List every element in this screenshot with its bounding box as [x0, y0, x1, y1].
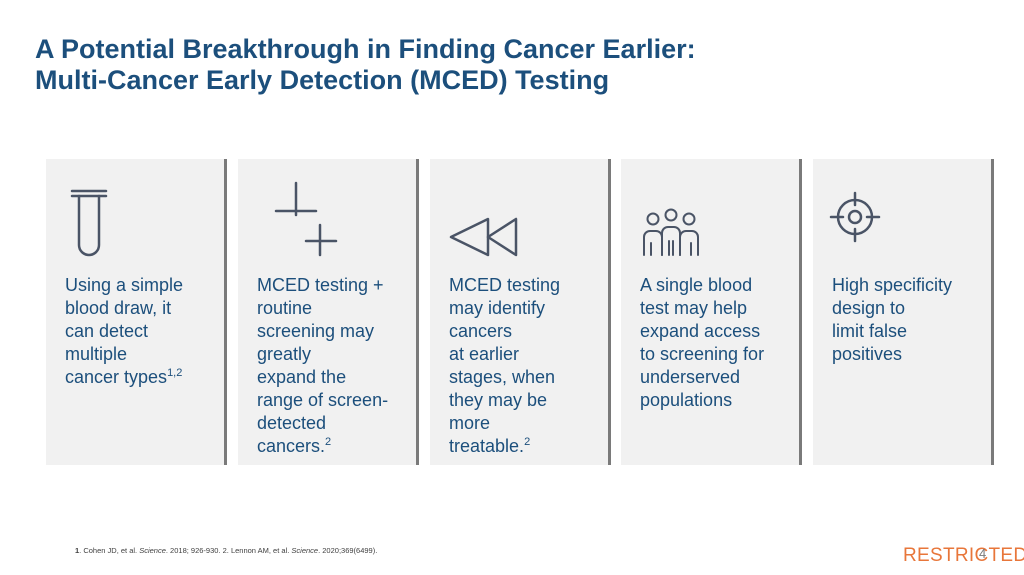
test-tube-icon [64, 175, 124, 257]
card-text: A single blood test may help expand acce… [640, 274, 790, 412]
title-line-1: A Potential Breakthrough in Finding Canc… [35, 34, 696, 64]
card-blood-draw: Using a simple blood draw, it can detect… [46, 159, 227, 465]
card-text: Using a simple blood draw, it can detect… [65, 274, 215, 389]
card-text: MCED testing + routine screening may gre… [257, 274, 407, 458]
card-expand-access: A single blood test may help expand acce… [621, 159, 802, 465]
card-line: multiple [65, 344, 128, 364]
card-line: range of screen- [257, 390, 389, 410]
card-line: treatable.2 [449, 435, 599, 458]
card-earlier-stages: MCED testing may identify cancers at ear… [430, 159, 611, 465]
citation-superscript: 1,2 [167, 367, 183, 379]
rewind-icon [448, 175, 518, 257]
footnote-number: 1 [75, 546, 80, 555]
footnote-journal: Science [291, 546, 319, 555]
card-mced-routine: MCED testing + routine screening may gre… [238, 159, 419, 465]
crosshair-target-icon [829, 175, 891, 245]
card-line: screening may [257, 321, 375, 341]
card-line: MCED testing + [257, 275, 384, 295]
card-text: MCED testing may identify cancers at ear… [449, 274, 599, 458]
card-line-text: treatable. [449, 436, 525, 456]
page-title: A Potential Breakthrough in Finding Canc… [35, 34, 696, 96]
card-line: positives [832, 344, 903, 364]
citation-superscript: 2 [325, 436, 332, 448]
card-line: High specificity [832, 275, 953, 295]
page-number: 4 [979, 546, 987, 561]
card-line: cancers [449, 321, 513, 341]
footnote-text: . 2018; 926-930. 2. Lennon AM, et al. [165, 546, 292, 555]
card-line: expand access [640, 321, 761, 341]
card-line-text: cancers. [257, 436, 326, 456]
card-line: MCED testing [449, 275, 561, 295]
card-line: at earlier [449, 344, 520, 364]
card-high-specificity: High specificity design to limit false p… [813, 159, 994, 465]
footnote-text: . 2020;369(6499). [318, 546, 378, 555]
card-line: more [449, 413, 491, 433]
citation-superscript: 2 [524, 436, 531, 448]
card-line-text: cancer types [65, 367, 168, 387]
card-line: may identify [449, 298, 546, 318]
footnote-journal: Science [139, 546, 166, 555]
classification-label: RESTRICTED [903, 545, 1024, 566]
card-line: cancers.2 [257, 435, 407, 458]
card-line: design to [832, 298, 906, 318]
card-line: detected [257, 413, 327, 433]
card-line: can detect [65, 321, 149, 341]
card-line: underserved [640, 367, 741, 387]
card-line: blood draw, it [65, 298, 172, 318]
card-line: routine [257, 298, 313, 318]
people-group-icon [639, 175, 699, 256]
card-text: High specificity design to limit false p… [832, 274, 982, 366]
card-line: A single blood [640, 275, 753, 295]
card-line: they may be [449, 390, 548, 410]
references-footnote: 1. Cohen JD, et al. Science. 2018; 926-9… [75, 546, 377, 555]
card-line: test may help [640, 298, 748, 318]
card-line: expand the [257, 367, 347, 387]
card-line: stages, when [449, 367, 556, 387]
card-line: populations [640, 390, 733, 410]
card-line: limit false [832, 321, 908, 341]
card-line: Using a simple [65, 275, 184, 295]
card-line: greatly [257, 344, 312, 364]
card-line: to screening for [640, 344, 765, 364]
card-line: cancer types1,2 [65, 366, 215, 389]
plus-plus-icon [256, 175, 338, 257]
title-line-2: Multi-Cancer Early Detection (MCED) Test… [35, 65, 610, 95]
footnote-text: . Cohen JD, et al. [79, 546, 140, 555]
